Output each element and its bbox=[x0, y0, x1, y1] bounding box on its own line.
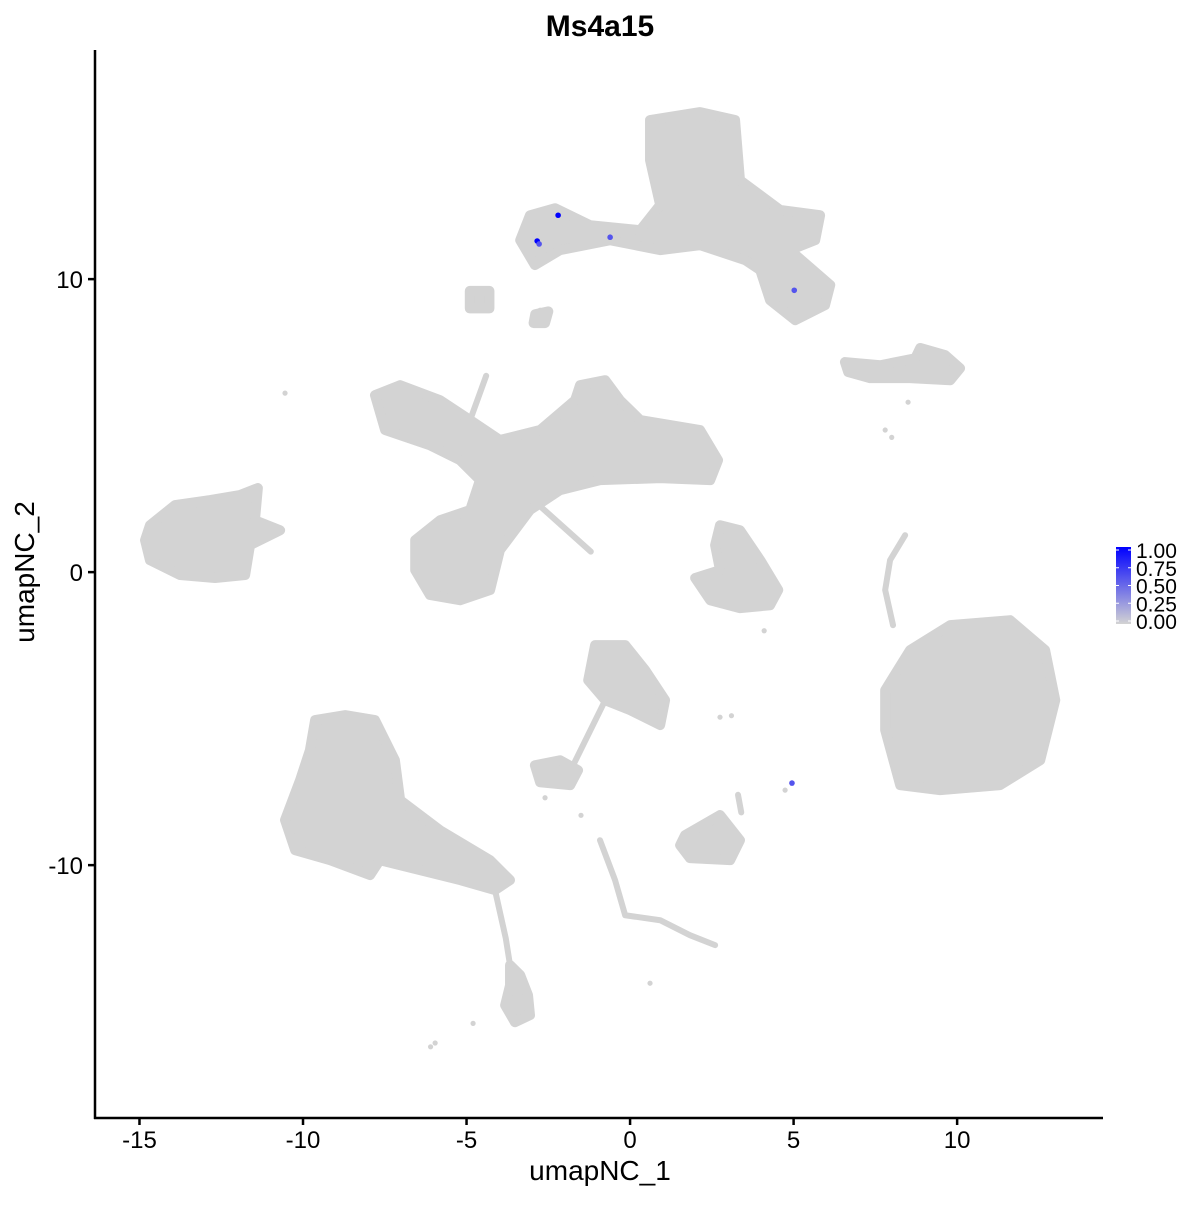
cluster-9 bbox=[529, 755, 584, 791]
cell-point bbox=[889, 434, 895, 440]
x-tick-label: 5 bbox=[787, 1127, 800, 1154]
expressing-cell-point bbox=[607, 234, 613, 241]
cluster-strand-1 bbox=[538, 504, 594, 555]
cell-point bbox=[761, 628, 767, 634]
legend-tick-label: 0.75 bbox=[1136, 558, 1177, 581]
cluster-strand-5 bbox=[491, 887, 514, 969]
cell-point bbox=[432, 1040, 438, 1046]
expressing-cell-point bbox=[536, 241, 542, 247]
x-tick-label: -15 bbox=[122, 1127, 157, 1154]
cell-point bbox=[282, 390, 288, 396]
expressing-cell-point bbox=[789, 780, 795, 786]
cell-point bbox=[782, 787, 788, 793]
expressing-cell-point bbox=[555, 212, 561, 219]
cluster-3 bbox=[280, 710, 516, 896]
cluster-strand-6 bbox=[735, 791, 745, 816]
cluster-0 bbox=[515, 107, 836, 326]
x-axis-ticks: -15 -10 -5 0 5 10 bbox=[122, 1118, 970, 1154]
y-tick-label: -10 bbox=[48, 853, 83, 880]
expressing-cells bbox=[534, 212, 798, 786]
color-legend-bar bbox=[1116, 547, 1131, 624]
expressing-cell-point bbox=[791, 287, 798, 294]
cluster-strand-2 bbox=[882, 532, 909, 629]
cell-point bbox=[427, 1044, 434, 1050]
x-tick-label: 10 bbox=[944, 1127, 971, 1154]
cluster-1 bbox=[369, 375, 724, 606]
x-tick-label: 0 bbox=[623, 1127, 636, 1154]
cluster-2 bbox=[140, 483, 286, 583]
cell-point bbox=[728, 713, 735, 719]
legend-tick-label: 0.25 bbox=[1136, 593, 1177, 616]
cluster-8 bbox=[583, 640, 671, 731]
cell-point bbox=[882, 427, 888, 433]
cluster-11 bbox=[464, 285, 495, 314]
chart-title: Ms4a15 bbox=[546, 10, 654, 43]
legend-tick-label: 0.50 bbox=[1136, 576, 1177, 599]
cluster-12 bbox=[528, 306, 554, 329]
cluster-6 bbox=[690, 520, 784, 614]
color-legend: 1.000.750.500.250.00 bbox=[1116, 540, 1177, 634]
x-axis-label: umapNC_1 bbox=[529, 1155, 671, 1186]
y-axis-ticks: -10 0 10 bbox=[48, 267, 95, 880]
cluster-strand-0 bbox=[467, 372, 490, 424]
y-tick-label: 10 bbox=[56, 267, 83, 294]
cell-point bbox=[578, 812, 584, 818]
cell-point bbox=[905, 399, 911, 405]
cell-point bbox=[647, 980, 653, 986]
cell-point bbox=[537, 307, 543, 313]
x-tick-label: -5 bbox=[456, 1127, 477, 1154]
cluster-10 bbox=[675, 810, 745, 866]
cell-point bbox=[542, 795, 548, 801]
y-axis-label: umapNC_2 bbox=[9, 501, 40, 643]
cluster-4 bbox=[500, 960, 535, 1028]
cluster-7 bbox=[839, 342, 966, 386]
cluster-strand-3 bbox=[571, 697, 609, 766]
legend-tick-label: 0.00 bbox=[1136, 611, 1177, 634]
cell-clusters bbox=[140, 107, 1061, 1050]
cell-point bbox=[717, 714, 723, 720]
x-tick-label: -10 bbox=[286, 1127, 321, 1154]
cluster-5 bbox=[880, 615, 1061, 796]
cell-point bbox=[470, 1020, 476, 1026]
y-tick-label: 0 bbox=[70, 560, 83, 587]
legend-tick-label: 1.00 bbox=[1136, 540, 1177, 563]
cluster-strand-4 bbox=[596, 837, 719, 949]
